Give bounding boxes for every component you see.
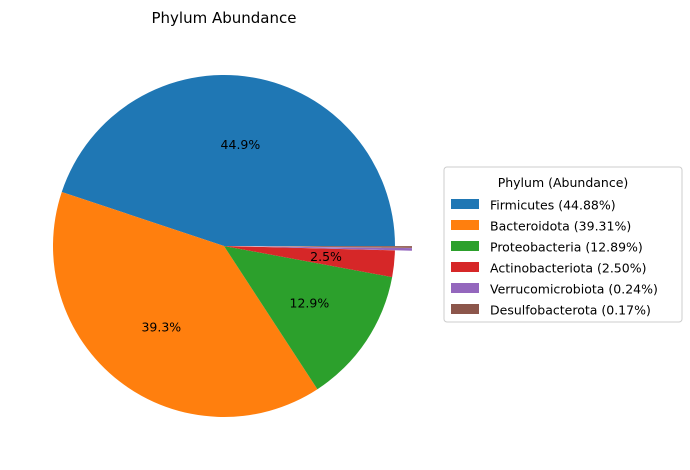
percent-label-proteobacteria: 12.9% [290,295,330,310]
chart-title: Phylum Abundance [152,9,297,27]
legend-swatch-desulfobacterota [451,304,479,314]
pie-slice-bacteroidota [52,191,318,418]
legend-frame [443,166,683,323]
legend-swatch-actinobacteriota [451,262,479,272]
legend-label-bacteroidota: Bacteroidota (39.31%) [490,219,631,234]
legend-swatch-firmicutes [451,199,479,209]
legend-swatch-verrucomicrobiota [451,283,479,293]
legend-swatch-bacteroidota [451,220,479,230]
pie-slice-verrucomicrobiota [240,246,412,251]
pie-slices [52,75,412,418]
percent-label-firmicutes: 44.9% [221,137,261,152]
pie-slice-proteobacteria [224,246,393,390]
pie-slice-firmicutes [61,75,395,246]
legend: Phylum (Abundance) Firmicutes (44.88%) Ba… [443,166,683,323]
legend-label-firmicutes: Firmicutes (44.88%) [490,198,616,213]
percent-label-actinobacteriota: 2.5% [310,249,342,264]
pie-slice-desulfobacterota [240,246,412,248]
legend-label-actinobacteriota: Actinobacteriota (2.50%) [490,261,646,276]
legend-label-proteobacteria: Proteobacteria (12.89%) [490,240,643,255]
percent-label-bacteroidota: 39.3% [141,320,181,335]
legend-label-verrucomicrobiota: Verrucomicrobiota (0.24%) [490,282,658,297]
legend-items: Firmicutes (44.88%) Bacteroidota (39.31%)… [451,198,658,318]
legend-swatch-proteobacteria [451,241,479,251]
pie-slice-actinobacteriota [224,246,395,278]
legend-label-desulfobacterota: Desulfobacterota (0.17%) [490,303,651,318]
percent-labels: 44.9% 39.3% 12.9% 2.5% [141,137,342,335]
legend-title: Phylum (Abundance) [498,175,629,190]
